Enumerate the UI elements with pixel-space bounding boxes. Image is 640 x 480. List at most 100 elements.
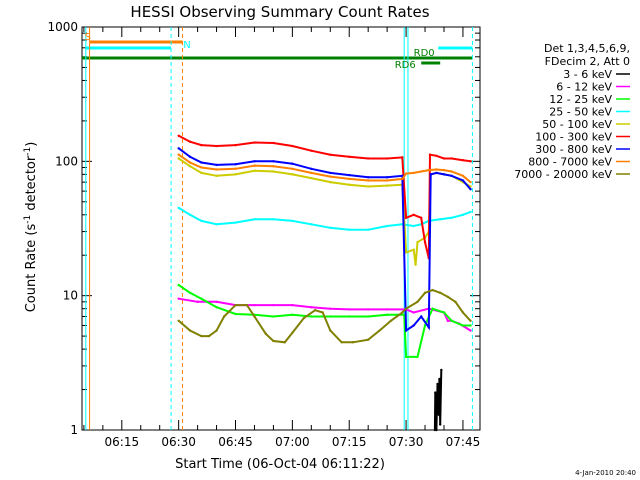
series-point-8 [378,329,381,332]
series-point-8 [439,291,442,295]
series-point-7 [234,167,237,170]
series-point-2 [461,324,465,327]
series-point-8 [313,308,317,312]
series-point-2 [329,315,332,318]
series-point-7 [461,174,465,178]
series-point-4 [253,169,256,173]
series-point-8 [253,315,256,318]
series-point-6 [348,173,351,177]
legend-label-6: 300 - 800 keV [535,143,612,156]
series-point-0 [436,382,439,386]
series-point-2 [234,312,237,316]
series-point-2 [215,306,218,309]
series-point-8 [188,329,192,332]
legend-label-8: 7000 - 20000 keV [514,168,612,181]
legend-header-2: FDecim 2, Att 0 [545,55,630,68]
series-point-8 [302,316,305,320]
series-point-1 [329,307,332,310]
series-point-5 [469,160,472,163]
series-point-6 [385,176,389,179]
series-point-6 [188,155,192,159]
series-point-5 [188,140,192,143]
series-point-6 [215,163,218,167]
series-point-0 [434,391,437,394]
series-point-8 [207,334,211,338]
series-point-2 [200,297,203,300]
flag-label-s: S [85,32,91,43]
series-point-6 [272,160,275,163]
series-point-6 [329,171,332,175]
series-point-3 [412,224,415,228]
series-point-7 [200,166,203,169]
legend-label-5: 100 - 300 keV [535,131,612,144]
series-point-5 [450,157,453,160]
series-point-1 [196,300,199,304]
y-tick-label: 1000 [47,20,78,34]
x-tick-label: 07:00 [275,435,310,449]
series-point-8 [177,319,180,322]
series-line-6 [178,147,472,333]
series-point-5 [200,143,203,147]
series-point-8 [469,319,472,322]
series-point-1 [446,319,449,322]
series-point-7 [272,164,275,168]
series-point-6 [200,161,203,164]
series-point-1 [177,297,180,300]
series-point-5 [385,157,389,160]
series-point-7 [469,180,472,184]
series-point-3 [385,224,389,228]
series-point-1 [253,303,256,307]
series-line-0 [433,369,443,431]
series-point-4 [348,183,351,186]
series-point-7 [435,168,438,171]
series-point-5 [461,158,465,162]
x-tick-label: 07:30 [389,435,424,449]
series-point-2 [188,291,192,295]
series-point-8 [283,341,286,344]
series-point-4 [200,171,203,175]
series-point-4 [272,170,275,173]
series-point-3 [188,213,192,216]
flag-label-n: N [183,40,190,51]
series-point-3 [291,219,294,223]
series-point-0 [439,423,442,426]
series-point-4 [310,176,313,180]
series-point-5 [329,153,332,156]
series-point-1 [215,300,218,304]
series-point-4 [385,184,389,187]
series-point-3 [439,218,442,221]
series-point-3 [177,206,180,210]
series-point-6 [366,176,370,179]
x-tick-label: 06:15 [105,435,140,449]
series-point-7 [329,175,332,178]
series-point-5 [215,144,218,148]
flag-label-rd0: RD0 [414,48,435,59]
series-point-6 [177,147,180,150]
series-point-8 [329,329,332,332]
series-point-5 [291,144,294,148]
series-point-1 [469,329,472,332]
series-point-7 [177,153,180,156]
series-point-8 [264,332,268,336]
series-point-5 [404,216,408,219]
legend-label-4: 50 - 100 keV [542,118,612,131]
series-point-3 [310,223,313,226]
series-point-2 [385,313,389,317]
timestamp: 4-Jan-2010 20:40 [575,469,636,477]
x-tick-label: 07:15 [332,435,367,449]
y-tick-label: 1 [70,423,78,437]
series-point-8 [431,288,434,292]
series-point-8 [291,331,294,334]
series-point-5 [423,241,427,244]
legend-label-7: 800 - 7000 keV [528,156,612,169]
series-point-5 [442,157,446,160]
series-point-6 [291,162,294,165]
series-point-7 [401,177,404,181]
series-point-7 [442,168,446,172]
series-point-3 [469,210,472,214]
legend-label-3: 25 - 50 keV [549,106,612,119]
series-point-3 [461,213,465,216]
series-point-8 [454,300,457,304]
series-point-8 [351,341,355,344]
series-point-4 [329,180,332,184]
